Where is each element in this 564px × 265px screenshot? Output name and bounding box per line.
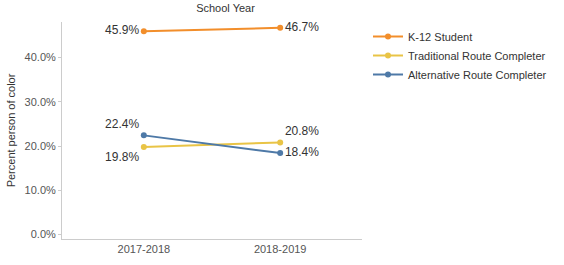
svg-text:2017-2018: 2017-2018 <box>118 243 171 255</box>
svg-text:18.4%: 18.4% <box>285 145 319 159</box>
svg-text:45.9%: 45.9% <box>105 23 139 37</box>
svg-text:10.0%: 10.0% <box>25 184 56 196</box>
svg-text:Traditional Route Completer: Traditional Route Completer <box>408 50 545 62</box>
svg-text:40.0%: 40.0% <box>25 51 56 63</box>
svg-text:20.0%: 20.0% <box>25 140 56 152</box>
svg-text:20.8%: 20.8% <box>285 124 319 138</box>
svg-text:30.0%: 30.0% <box>25 96 56 108</box>
svg-text:Alternative Route Completer: Alternative Route Completer <box>408 69 547 81</box>
svg-text:19.8%: 19.8% <box>105 150 139 164</box>
svg-text:46.7%: 46.7% <box>285 20 319 34</box>
svg-text:School Year: School Year <box>196 2 255 14</box>
svg-text:2018-2019: 2018-2019 <box>254 243 307 255</box>
svg-text:22.4%: 22.4% <box>105 117 139 131</box>
svg-text:0.0%: 0.0% <box>31 228 56 240</box>
svg-text:K-12 Student: K-12 Student <box>408 31 472 43</box>
svg-text:Percent person of color: Percent person of color <box>5 73 17 187</box>
